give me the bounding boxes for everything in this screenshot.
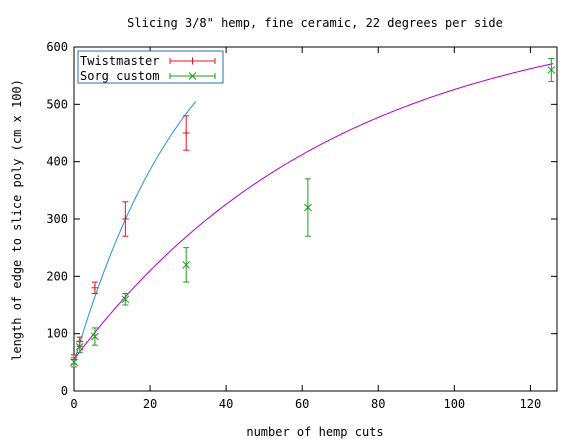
point-marker-d2: [75, 342, 84, 351]
y-tick-label: 500: [46, 97, 68, 111]
point-marker-d2: [547, 66, 556, 74]
legend-label: Sorg custom: [80, 69, 159, 83]
y-tick-label: 400: [46, 155, 68, 169]
data-point: [121, 201, 129, 237]
point-marker-d2: [121, 295, 130, 304]
plot-area: 0 20 40 60 80 100 120 0 100 200 300 400 500 600 Twistm…: [46, 40, 558, 411]
x-tick-label: 40: [219, 397, 233, 411]
legend-label: Twistmaster: [80, 54, 159, 68]
data-point: [182, 115, 190, 151]
data-point: [70, 357, 78, 368]
fit-curve-1: [73, 63, 554, 360]
y-tick-label: 300: [46, 212, 68, 226]
plot-frame: [73, 46, 558, 392]
y-tick-label: 600: [46, 40, 68, 54]
x-tick-label: 80: [371, 397, 385, 411]
data-point: [182, 247, 191, 283]
data-point: [91, 327, 99, 346]
x-axis-title: number of hemp cuts: [246, 425, 383, 439]
point-marker-d2: [182, 261, 191, 269]
data-point: [121, 293, 130, 306]
point-marker-d2: [304, 203, 312, 212]
x-tick-label: 120: [520, 397, 542, 411]
data-point: [91, 281, 99, 295]
y-axis-title-group: length of edge to slice poly (cm x 100): [10, 79, 24, 361]
data-point: [304, 178, 312, 237]
fit-curve-0: [73, 101, 197, 363]
x-tick-label: 0: [70, 397, 77, 411]
x-tick-label: 20: [143, 397, 157, 411]
x-tick-label: 100: [443, 397, 465, 411]
x-axis-title-group: number of hemp cuts: [246, 425, 383, 439]
series-0: [70, 115, 190, 365]
point-marker-d2: [70, 358, 78, 367]
y-axis-title: length of edge to slice poly (cm x 100): [10, 79, 24, 361]
data-point: [547, 57, 556, 82]
legend-marker-d2: [188, 72, 197, 80]
data-point: [75, 340, 84, 354]
point-marker-d2: [91, 332, 99, 341]
y-tick-label: 0: [61, 384, 68, 398]
x-tick-label: 60: [295, 397, 309, 411]
series-1: [70, 57, 556, 368]
y-tick-label: 100: [46, 327, 68, 341]
chart-title: Slicing 3/8" hemp, fine ceramic, 22 degr…: [127, 16, 503, 30]
y-tick-label: 200: [46, 269, 68, 283]
legend-box: [77, 50, 224, 84]
